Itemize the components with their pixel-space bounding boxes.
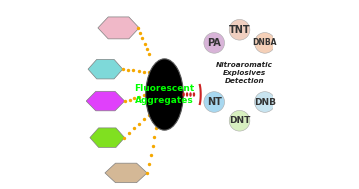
Text: DNBA: DNBA [253,38,277,47]
Point [146,71,152,74]
Point [141,118,147,121]
Ellipse shape [186,92,188,97]
Point [146,113,152,116]
Text: PA: PA [208,38,221,48]
Point [146,162,152,165]
Ellipse shape [146,59,183,130]
Point [144,47,150,50]
Point [140,37,145,40]
Polygon shape [88,59,123,79]
Point [146,92,151,95]
Point [126,132,131,135]
Point [131,127,137,130]
Point [150,144,155,147]
Circle shape [229,110,250,131]
Text: Nitroaromatic
Explosives
Detection: Nitroaromatic Explosives Detection [216,62,273,84]
Point [142,42,148,45]
Point [136,70,141,73]
Point [120,68,126,71]
Point [153,126,159,129]
Point [144,171,150,174]
Text: DNB: DNB [254,98,276,107]
Point [148,153,154,156]
Point [132,97,137,100]
Point [122,100,128,103]
Circle shape [255,92,275,112]
Point [135,26,141,29]
Circle shape [204,33,224,53]
Text: DNT: DNT [229,116,250,125]
Ellipse shape [189,92,192,97]
Point [137,32,143,35]
Point [121,136,126,139]
Point [130,69,136,72]
Point [151,135,157,138]
Circle shape [204,92,224,112]
Polygon shape [86,91,125,111]
Ellipse shape [193,92,195,97]
Point [141,94,147,97]
Text: TNT: TNT [229,25,250,35]
Text: Fluorescent
Aggregates: Fluorescent Aggregates [134,84,195,105]
Point [136,95,142,98]
Point [141,70,147,73]
Polygon shape [98,17,139,39]
Point [146,53,152,56]
Circle shape [229,19,250,40]
Point [136,122,142,125]
Polygon shape [105,163,147,183]
Point [127,98,133,101]
Circle shape [255,33,275,53]
Text: NT: NT [207,97,222,107]
Point [125,68,131,71]
Ellipse shape [182,92,185,97]
Polygon shape [90,128,125,147]
